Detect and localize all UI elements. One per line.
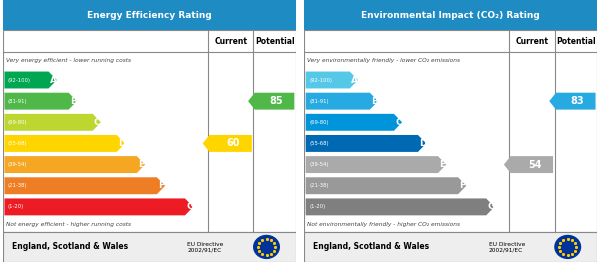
Polygon shape bbox=[305, 72, 358, 89]
Text: 54: 54 bbox=[528, 160, 542, 170]
Text: E: E bbox=[138, 160, 144, 169]
Text: Potential: Potential bbox=[255, 37, 295, 46]
Text: 83: 83 bbox=[571, 96, 584, 106]
Text: 85: 85 bbox=[269, 96, 283, 106]
Bar bbox=[304, 30, 597, 232]
Text: 60: 60 bbox=[227, 138, 241, 149]
Text: (39-54): (39-54) bbox=[309, 162, 329, 167]
Text: Not environmentally friendly - higher CO₂ emissions: Not environmentally friendly - higher CO… bbox=[307, 222, 460, 227]
Text: (39-54): (39-54) bbox=[8, 162, 28, 167]
Text: A: A bbox=[50, 75, 57, 85]
Text: A: A bbox=[351, 75, 358, 85]
Polygon shape bbox=[4, 156, 145, 173]
Text: (1-20): (1-20) bbox=[8, 204, 24, 209]
Polygon shape bbox=[504, 156, 553, 173]
Text: G: G bbox=[487, 202, 495, 211]
Bar bbox=[3, 30, 296, 232]
Bar bbox=[3, 232, 296, 262]
Text: (21-38): (21-38) bbox=[309, 183, 329, 188]
Polygon shape bbox=[4, 114, 101, 131]
Text: (55-68): (55-68) bbox=[8, 141, 28, 146]
Text: (81-91): (81-91) bbox=[8, 99, 28, 104]
Bar bbox=[304, 232, 597, 262]
Text: Current: Current bbox=[214, 37, 247, 46]
Circle shape bbox=[254, 236, 280, 258]
Text: (92-100): (92-100) bbox=[8, 78, 31, 83]
Text: B: B bbox=[371, 97, 378, 106]
Text: EU Directive
2002/91/EC: EU Directive 2002/91/EC bbox=[187, 242, 224, 252]
Text: (1-20): (1-20) bbox=[309, 204, 325, 209]
Text: Current: Current bbox=[515, 37, 548, 46]
Polygon shape bbox=[305, 156, 446, 173]
Text: (92-100): (92-100) bbox=[309, 78, 332, 83]
Text: C: C bbox=[395, 118, 402, 127]
Text: (69-80): (69-80) bbox=[8, 120, 28, 125]
Text: Very environmentally friendly - lower CO₂ emissions: Very environmentally friendly - lower CO… bbox=[307, 58, 460, 63]
Text: Potential: Potential bbox=[556, 37, 596, 46]
Polygon shape bbox=[4, 72, 57, 89]
Bar bbox=[304, 0, 597, 30]
Polygon shape bbox=[4, 198, 193, 215]
Polygon shape bbox=[4, 177, 165, 194]
Text: Environmental Impact (CO₂) Rating: Environmental Impact (CO₂) Rating bbox=[361, 10, 540, 20]
Text: (81-91): (81-91) bbox=[309, 99, 329, 104]
Text: Not energy efficient - higher running costs: Not energy efficient - higher running co… bbox=[6, 222, 131, 227]
Polygon shape bbox=[549, 93, 596, 110]
Text: B: B bbox=[70, 97, 77, 106]
Text: Very energy efficient - lower running costs: Very energy efficient - lower running co… bbox=[6, 58, 131, 63]
Text: Energy Efficiency Rating: Energy Efficiency Rating bbox=[87, 10, 212, 20]
Text: (55-68): (55-68) bbox=[309, 141, 329, 146]
Text: (69-80): (69-80) bbox=[309, 120, 329, 125]
Text: G: G bbox=[186, 202, 194, 211]
Text: (21-38): (21-38) bbox=[8, 183, 28, 188]
Polygon shape bbox=[305, 93, 378, 110]
Text: England, Scotland & Wales: England, Scotland & Wales bbox=[313, 242, 429, 252]
Circle shape bbox=[555, 236, 581, 258]
Text: C: C bbox=[94, 118, 101, 127]
Polygon shape bbox=[4, 93, 77, 110]
Text: F: F bbox=[459, 181, 466, 190]
Text: England, Scotland & Wales: England, Scotland & Wales bbox=[12, 242, 128, 252]
Text: E: E bbox=[439, 160, 445, 169]
Text: EU Directive
2002/91/EC: EU Directive 2002/91/EC bbox=[488, 242, 525, 252]
Polygon shape bbox=[305, 177, 466, 194]
Polygon shape bbox=[203, 135, 252, 152]
Polygon shape bbox=[305, 135, 426, 152]
Text: D: D bbox=[419, 139, 427, 148]
Polygon shape bbox=[4, 135, 125, 152]
Polygon shape bbox=[305, 114, 402, 131]
Text: F: F bbox=[158, 181, 164, 190]
Text: D: D bbox=[118, 139, 125, 148]
Bar bbox=[3, 0, 296, 30]
Polygon shape bbox=[248, 93, 295, 110]
Polygon shape bbox=[305, 198, 494, 215]
